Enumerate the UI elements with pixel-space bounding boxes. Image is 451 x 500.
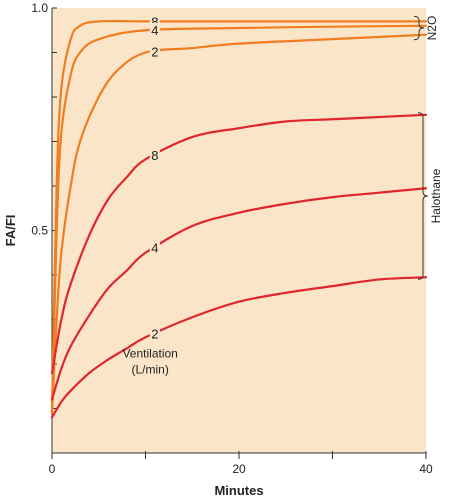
- series-label-bg-5: [149, 326, 160, 340]
- x-tick-label: 40: [419, 462, 433, 476]
- ventilation-annotation-0: Ventilation: [122, 346, 177, 360]
- series-line-0: [50, 19, 428, 415]
- group-label-n2o: N2O: [425, 16, 439, 41]
- x-tick-label: 20: [232, 462, 246, 476]
- series-line-4: [50, 187, 428, 401]
- series-line-5: [50, 276, 428, 419]
- series-label-5: 2: [151, 326, 158, 341]
- group-brace-n2o: [413, 15, 425, 41]
- series-label-0: 8: [151, 14, 158, 29]
- series-label-bg-2: [149, 44, 160, 58]
- series-label-4: 4: [151, 240, 158, 255]
- series-line-2: [50, 33, 428, 415]
- series-label-bg-1: [149, 23, 160, 37]
- series-line-3: [50, 113, 428, 374]
- series-label-bg-3: [149, 147, 160, 161]
- series-label-2: 2: [151, 45, 158, 60]
- group-brace-halothane: [417, 112, 429, 280]
- series-label-1: 4: [151, 23, 158, 38]
- plot-background: [52, 8, 426, 453]
- y-tick-label: 1.0: [31, 1, 48, 15]
- series-label-3: 8: [151, 148, 158, 163]
- x-tick-label: 0: [49, 462, 56, 476]
- group-label-halothane: Halothane: [429, 168, 443, 223]
- axes: 0.5 1.0 0 20 40 Minutes FA/FI: [3, 1, 433, 498]
- ventilation-annotation-1: (L/min): [132, 362, 169, 376]
- series-label-bg-0: [149, 14, 160, 28]
- series-layer: [50, 19, 428, 419]
- series-label-bg-4: [149, 240, 160, 254]
- series-line-1: [50, 24, 428, 415]
- y-tick-label: 0.5: [31, 224, 48, 238]
- y-axis-title: FA/FI: [3, 215, 18, 247]
- x-axis-title: Minutes: [214, 483, 263, 498]
